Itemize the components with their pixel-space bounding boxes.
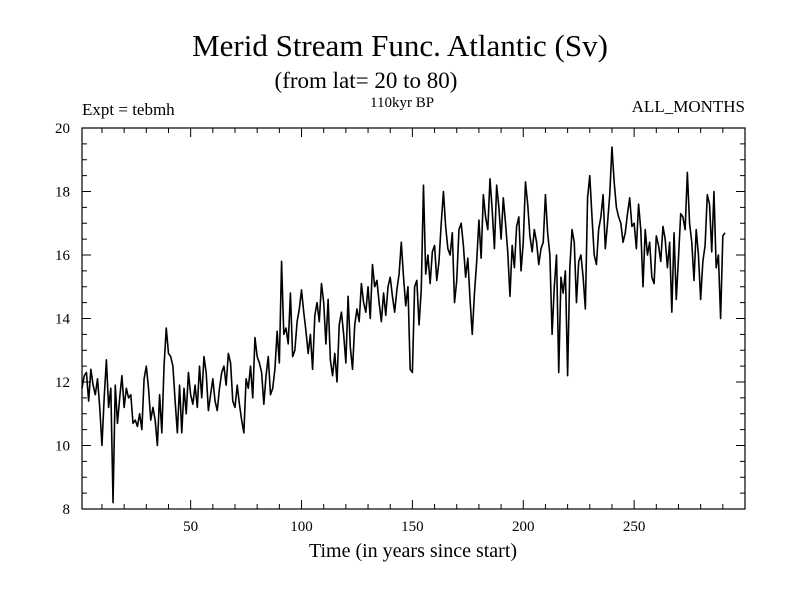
x-tick-label: 100 [290, 519, 313, 535]
chart-subtitle: (from lat= 20 to 80) [274, 68, 458, 93]
experiment-label: Expt = tebmh [82, 100, 175, 119]
y-tick-label: 10 [55, 439, 70, 455]
x-tick-label: 50 [183, 519, 198, 535]
axis-tick-labels: 50 100 150 200 250 8 10 12 14 16 18 20 [55, 121, 645, 535]
x-tick-label: 200 [512, 519, 535, 535]
x-tick-label: 150 [401, 519, 424, 535]
y-tick-label: 20 [55, 121, 70, 137]
y-tick-label: 12 [55, 375, 70, 391]
months-label: ALL_MONTHS [631, 97, 745, 116]
chart-title: Merid Stream Func. Atlantic (Sv) [192, 28, 608, 63]
series-line [81, 146, 726, 504]
x-tick-label: 250 [623, 519, 646, 535]
y-tick-label: 16 [55, 248, 71, 264]
x-axis-title: Time (in years since start) [309, 540, 517, 562]
y-tick-label: 8 [63, 502, 71, 518]
y-tick-label: 14 [55, 312, 71, 328]
y-tick-label: 18 [55, 185, 70, 201]
period-label: 110kyr BP [370, 95, 435, 111]
axis-ticks [82, 127, 746, 510]
